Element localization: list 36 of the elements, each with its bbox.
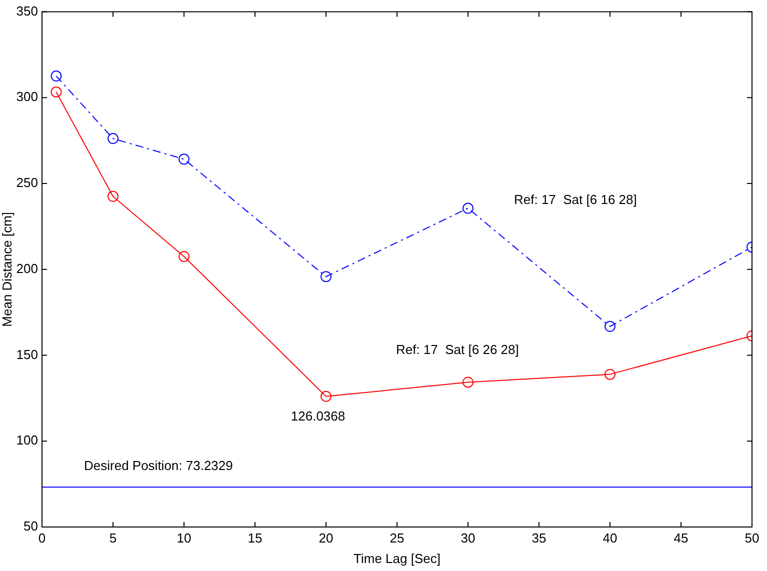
point — [108, 133, 118, 144]
x-tick-label: 35 — [532, 530, 546, 546]
point — [604, 320, 616, 332]
x-tick-label: 20 — [318, 530, 334, 546]
point — [50, 86, 62, 98]
y-tick-label: 350 — [16, 3, 38, 18]
y-tick-label: 250 — [16, 175, 38, 190]
ref-line-label: Desired Position: 73.2329 — [84, 458, 233, 474]
point — [178, 251, 190, 262]
y-tick-label: 300 — [16, 89, 38, 104]
point — [462, 202, 474, 214]
x-tick-label: 15 — [248, 530, 262, 546]
point — [108, 190, 118, 202]
x-axis-title: Time Lag [Sec] — [354, 550, 440, 566]
y-tick-label: 200 — [16, 260, 38, 276]
x-tick-label: 40 — [602, 530, 618, 546]
y-tick-label: 150 — [16, 346, 38, 362]
point — [604, 368, 616, 380]
x-tick-label: 10 — [176, 530, 192, 546]
x-tick-label: 45 — [674, 530, 688, 546]
point — [320, 390, 332, 402]
x-tick-label: 0 — [38, 530, 46, 546]
x-tick-label: 25 — [390, 530, 404, 546]
data-label: 126.0368 — [290, 408, 346, 424]
point — [320, 271, 332, 282]
series-label: Ref: 17 Sat [6 26 28] — [396, 342, 519, 357]
point — [50, 70, 62, 82]
x-tick-label: 50 — [744, 530, 760, 546]
y-tick-label: 50 — [24, 518, 38, 534]
x-tick-label: 5 — [109, 530, 117, 546]
point — [178, 154, 190, 165]
y-tick-label: 100 — [16, 432, 38, 448]
point — [462, 376, 474, 388]
y-axis-title: Mean Distance [cm] — [0, 212, 14, 327]
x-tick-label: 30 — [460, 530, 476, 546]
text: Ref: 17 Sat [6 16 28] — [514, 192, 637, 207]
